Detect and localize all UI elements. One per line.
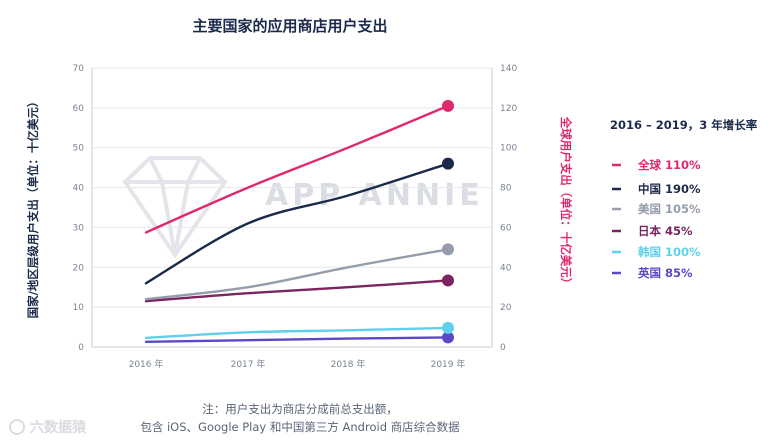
legend-item: 日本 45%	[638, 224, 693, 238]
left-tick-label: 60	[73, 104, 85, 114]
right-tick-label: 20	[500, 303, 512, 313]
legend-item: 全球 110%	[637, 158, 701, 172]
left-tick-label: 50	[73, 144, 85, 154]
corner-watermark: 六数据猿	[9, 419, 87, 436]
series-1-end-marker	[442, 157, 454, 170]
watermark-diamond-icon	[122, 156, 228, 259]
legend-title: 2016 – 2019，3 年增长率	[610, 118, 758, 132]
left-tick-label: 10	[73, 303, 85, 313]
series-1-line	[144, 162, 450, 285]
legend-item: 英国 85%	[637, 266, 693, 280]
legend: 全球 110% 中国 190% 美国 105% 日本 45% 韩国 100% 英国 85%	[612, 158, 701, 280]
chart-title: 主要国家的应用商店用户支出	[192, 17, 387, 35]
series-3-end-marker	[442, 274, 454, 287]
left-axis-ticks: 0 10 20 30 40 50 60 70	[73, 64, 85, 353]
footnote-line-1: 注：用户支出为商店分成前总支出额，	[202, 402, 398, 416]
series-4-line	[144, 326, 450, 340]
left-tick-label: 30	[73, 223, 85, 233]
footnote-line-2: 包含 iOS、Google Play 和中国第三方 Android 商店综合数据	[140, 420, 460, 434]
left-tick-label: 40	[73, 184, 85, 194]
right-axis-ticks: 0 20 40 60 80 100 120 140	[500, 64, 517, 353]
x-tick-label: 2017 年	[231, 358, 266, 370]
legend-item: 中国 190%	[638, 182, 701, 196]
x-tick-label: 2019 年	[431, 358, 466, 370]
legend-item: 美国 105%	[638, 202, 701, 216]
series-2-line	[144, 248, 450, 301]
series-0-end-marker	[442, 99, 454, 112]
x-axis-ticks: 2016 年 2017 年 2018 年 2019 年	[129, 358, 466, 370]
corner-watermark-text: 六数据猿	[30, 419, 87, 436]
series-3-line	[144, 279, 450, 303]
series-2-end-marker	[442, 243, 454, 256]
right-tick-label: 100	[500, 144, 517, 154]
left-tick-label: 20	[73, 263, 85, 273]
right-tick-label: 80	[500, 184, 512, 194]
left-axis-label: 国家/地区层级用户支出（单位：十亿美元）	[26, 96, 40, 319]
right-tick-label: 120	[500, 104, 517, 114]
series-5-end-marker	[442, 331, 454, 344]
right-axis-label: 全球用户支出（单位：十亿美元）	[559, 116, 573, 290]
right-tick-label: 60	[500, 223, 512, 233]
right-tick-label: 0	[500, 343, 506, 353]
left-tick-label: 70	[73, 64, 85, 74]
left-tick-label: 0	[78, 343, 84, 353]
right-tick-label: 140	[500, 64, 517, 74]
x-tick-label: 2016 年	[129, 358, 164, 370]
series-5-line	[144, 336, 450, 344]
series-lines	[144, 99, 454, 344]
x-tick-label: 2018 年	[331, 358, 366, 370]
watermark-logo-icon	[9, 419, 25, 435]
series-0-line	[144, 104, 450, 234]
right-tick-label: 40	[500, 263, 512, 273]
series-4-end-marker	[442, 321, 454, 334]
legend-item: 韩国 100%	[638, 245, 701, 259]
